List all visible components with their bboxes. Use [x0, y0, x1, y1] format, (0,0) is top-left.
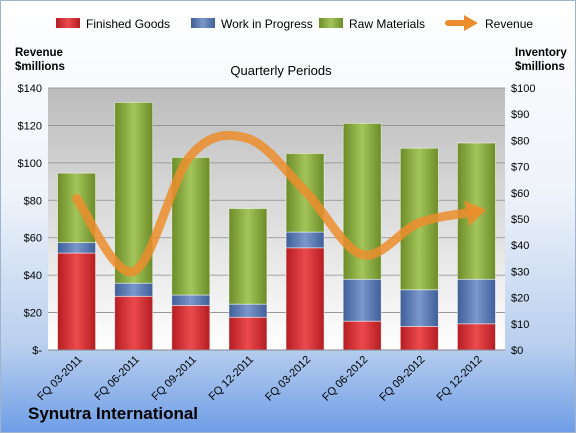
right-axis-title-line-2: $millions — [515, 61, 565, 73]
bar-work-in-progress — [171, 294, 211, 306]
bar-finished-goods — [171, 305, 211, 351]
right-tick-label: $20 — [511, 293, 529, 305]
legend-label-work-in-progress: Work in Progress — [221, 17, 313, 31]
bar-finished-goods — [57, 252, 96, 351]
x-tick-label: FQ 03-2012 — [263, 354, 313, 404]
x-tick-label: FQ 09-2012 — [377, 354, 427, 404]
left-tick-label: $40 — [24, 270, 42, 282]
left-tick-label: $100 — [18, 158, 42, 170]
legend-label-revenue: Revenue — [485, 17, 533, 31]
x-tick-label: FQ 12-2012 — [435, 354, 485, 404]
left-tick-label: $20 — [24, 308, 42, 320]
legend: Finished Goods Work in Progress Raw Materi… — [56, 15, 533, 31]
bar-raw-materials — [228, 208, 268, 305]
bar-finished-goods — [399, 326, 439, 351]
legend-swatch-arrow — [464, 15, 478, 31]
right-tick-label: $10 — [511, 319, 529, 331]
bar-work-in-progress — [114, 282, 154, 297]
bar-work-in-progress — [342, 278, 382, 322]
bar-work-in-progress — [285, 231, 325, 249]
x-tick-label: FQ 06-2011 — [92, 354, 141, 403]
right-axis-ticks: $0 $10 $20 $30 $40 $50 $60 $70 $80 $90 $100 — [511, 83, 535, 357]
bar-work-in-progress — [57, 242, 96, 254]
right-axis-title: Inventory $millions — [515, 47, 570, 73]
revenue-line — [72, 130, 481, 277]
bar-work-in-progress — [228, 303, 268, 318]
bar-raw-materials — [57, 172, 96, 243]
right-tick-label: $40 — [511, 240, 529, 252]
x-tick-label: FQ 09-2011 — [150, 354, 199, 403]
legend-label-raw-materials: Raw Materials — [349, 17, 425, 31]
left-tick-label: $80 — [24, 195, 42, 207]
x-tick-label: FQ 06-2012 — [320, 354, 370, 404]
company-name: Synutra International — [28, 404, 198, 423]
bar-finished-goods — [285, 247, 325, 351]
left-tick-label: $- — [32, 345, 42, 357]
right-tick-label: $0 — [511, 345, 523, 357]
left-axis-title: Revenue $millions — [15, 47, 66, 73]
bar-work-in-progress — [457, 278, 496, 325]
right-tick-label: $70 — [511, 162, 529, 174]
bar-work-in-progress — [399, 289, 439, 327]
left-axis-title-line-2: $millions — [15, 61, 65, 73]
x-tick-label: FQ 12-2011 — [207, 354, 256, 403]
revenue-arrow-head — [464, 200, 487, 227]
right-tick-label: $80 — [511, 135, 529, 147]
x-axis-ticks: FQ 03-2011 FQ 06-2011 FQ 09-2011 FQ 12-2011… — [35, 354, 484, 404]
left-tick-label: $60 — [24, 233, 42, 245]
bar-finished-goods — [342, 320, 382, 351]
left-tick-label: $120 — [18, 120, 42, 132]
legend-swatch-finished-goods — [56, 18, 80, 28]
right-tick-label: $100 — [511, 83, 535, 95]
legend-label-finished-goods: Finished Goods — [86, 17, 170, 31]
chart-title: Quarterly Periods — [230, 63, 332, 78]
right-tick-label: $60 — [511, 188, 529, 200]
right-axis-title-line-1: Inventory — [515, 47, 567, 59]
left-tick-label: $140 — [18, 83, 42, 95]
bar-finished-goods — [457, 323, 496, 351]
right-tick-label: $50 — [511, 214, 529, 226]
left-axis-title-line-1: Revenue — [15, 47, 63, 59]
bar-finished-goods — [114, 295, 154, 351]
x-tick-label: FQ 03-2011 — [35, 354, 84, 403]
legend-swatch-work-in-progress — [191, 18, 215, 28]
legend-swatch-raw-materials — [319, 18, 343, 28]
bars — [57, 102, 496, 351]
bar-finished-goods — [228, 316, 268, 351]
left-axis-ticks: $- $20 $40 $60 $80 $100 $120 $140 — [18, 83, 43, 357]
right-tick-label: $90 — [511, 109, 529, 121]
right-tick-label: $30 — [511, 266, 529, 278]
